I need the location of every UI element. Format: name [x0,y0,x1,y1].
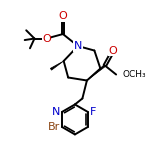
Text: N: N [52,107,60,117]
Text: Br: Br [47,122,60,132]
Text: N: N [74,41,82,51]
Text: O: O [109,46,117,55]
Polygon shape [87,65,105,81]
Text: F: F [90,107,97,117]
Text: OCH₃: OCH₃ [123,70,147,79]
Text: O: O [59,11,67,21]
Text: O: O [42,34,51,43]
Polygon shape [50,61,64,70]
